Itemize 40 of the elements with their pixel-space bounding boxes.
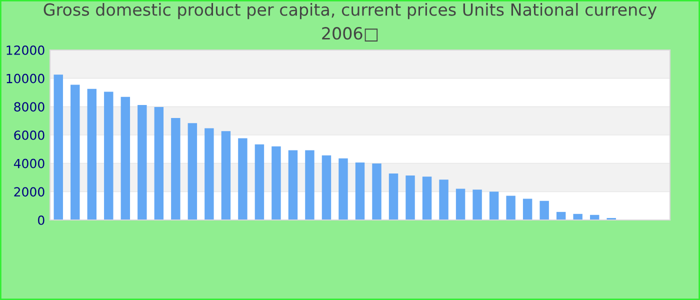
bar xyxy=(355,162,365,220)
bar xyxy=(70,84,80,220)
bar xyxy=(573,214,582,220)
bar xyxy=(204,128,214,220)
bar xyxy=(388,174,398,220)
bar xyxy=(171,118,180,220)
chart-title: Gross domestic product per capita, current prices Units National currency 2006□ xyxy=(44,3,657,42)
bar xyxy=(120,96,130,220)
bar xyxy=(154,106,164,220)
bar xyxy=(87,88,96,220)
bar xyxy=(221,131,231,220)
bar xyxy=(305,150,314,220)
y-tick-label: 6000 xyxy=(14,130,44,140)
bar xyxy=(338,158,348,220)
bar xyxy=(104,92,114,220)
bar xyxy=(372,163,382,220)
bar xyxy=(188,123,198,220)
bar xyxy=(472,190,482,220)
bar xyxy=(522,198,532,220)
bar xyxy=(422,176,432,220)
bar xyxy=(540,200,549,220)
bar xyxy=(556,212,566,220)
bar xyxy=(54,74,63,220)
bar xyxy=(238,138,248,220)
bar xyxy=(138,104,147,220)
bar xyxy=(288,150,298,220)
bar xyxy=(456,188,466,220)
y-tick-label: 8000 xyxy=(14,102,44,112)
y-tick-label: 0 xyxy=(38,215,44,225)
bar xyxy=(322,155,332,220)
y-tick-label: 4000 xyxy=(14,158,44,168)
bar xyxy=(272,146,281,220)
y-tick-label: 12000 xyxy=(6,45,44,55)
y-tick-label: 10000 xyxy=(6,74,44,84)
bar xyxy=(254,144,264,220)
bar xyxy=(489,192,499,220)
bar xyxy=(406,176,415,220)
bar xyxy=(439,180,448,220)
y-tick-label: 2000 xyxy=(14,187,44,197)
bar xyxy=(506,196,516,220)
